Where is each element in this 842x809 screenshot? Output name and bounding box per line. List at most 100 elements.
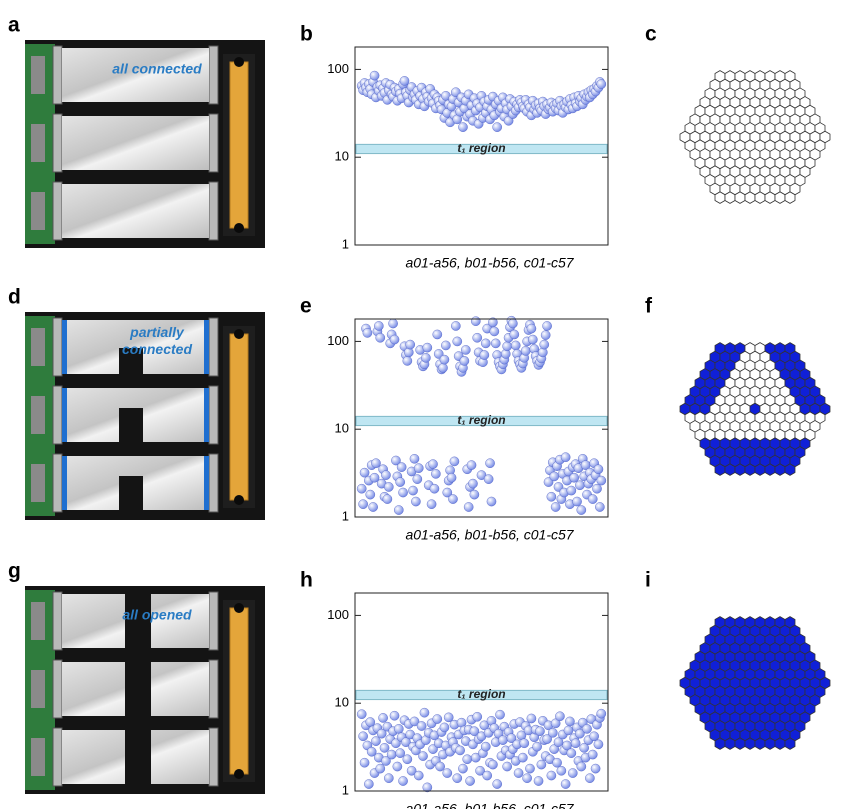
point xyxy=(448,494,457,503)
point xyxy=(473,333,482,342)
pcb-slot xyxy=(31,192,45,230)
point xyxy=(371,737,380,746)
point xyxy=(525,764,534,773)
point xyxy=(394,505,403,514)
point xyxy=(384,482,393,491)
band-label: t₁ region xyxy=(457,141,505,155)
point xyxy=(535,727,544,736)
point xyxy=(383,494,392,503)
point xyxy=(577,505,586,514)
clamp xyxy=(53,592,62,650)
hex-cell xyxy=(755,192,765,204)
point xyxy=(433,330,442,339)
point xyxy=(394,724,403,733)
point xyxy=(398,488,407,497)
screw xyxy=(234,57,244,67)
point xyxy=(480,350,489,359)
clamp xyxy=(209,114,218,172)
point xyxy=(411,497,420,506)
point xyxy=(594,740,603,749)
point xyxy=(555,712,564,721)
hex-cell xyxy=(715,192,725,204)
point xyxy=(510,330,519,339)
point xyxy=(458,764,467,773)
point xyxy=(595,502,604,511)
point xyxy=(567,486,576,495)
point xyxy=(374,321,383,330)
hex-cell xyxy=(745,192,755,204)
point xyxy=(483,771,492,780)
point xyxy=(594,465,603,474)
ribbon-edge xyxy=(62,320,67,374)
point xyxy=(458,123,467,132)
point xyxy=(400,76,409,85)
point xyxy=(357,710,366,719)
point xyxy=(450,457,459,466)
clamp xyxy=(53,728,62,786)
panel-label: h xyxy=(300,569,313,592)
band-label: t₁ region xyxy=(457,413,505,427)
point xyxy=(518,753,527,762)
clamp xyxy=(209,728,218,786)
y-tick-label: 10 xyxy=(335,695,349,710)
point xyxy=(384,774,393,783)
point xyxy=(387,750,396,759)
point xyxy=(582,724,591,733)
point xyxy=(440,355,449,364)
point xyxy=(393,762,402,771)
pcb-slot xyxy=(31,464,45,502)
point xyxy=(447,473,456,482)
hex-cell xyxy=(745,464,755,476)
point xyxy=(528,335,537,344)
point xyxy=(360,758,369,767)
point xyxy=(572,497,581,506)
x-axis-label: a01-a56, b01-b56, c01-c57 xyxy=(405,255,574,271)
point xyxy=(408,486,417,495)
y-tick-label: 10 xyxy=(335,421,349,436)
point xyxy=(451,321,460,330)
point xyxy=(359,732,368,741)
pcb-slot xyxy=(31,328,45,366)
point xyxy=(597,476,606,485)
point xyxy=(433,714,442,723)
ribbon-edge xyxy=(62,456,67,510)
point xyxy=(463,755,472,764)
hex-cell xyxy=(735,738,745,750)
photo-caption: connected xyxy=(122,341,192,357)
figure: aall connecteddpartiallyconnectedgall op… xyxy=(0,0,842,809)
point xyxy=(534,776,543,785)
clamp xyxy=(53,454,62,512)
point xyxy=(493,123,502,132)
panel-label: c xyxy=(645,23,657,46)
point xyxy=(557,766,566,775)
point xyxy=(523,774,532,783)
clamp xyxy=(209,46,218,104)
pcb-slot xyxy=(31,396,45,434)
clamp xyxy=(209,660,218,718)
connector xyxy=(230,334,248,500)
clamp xyxy=(53,660,62,718)
point xyxy=(376,333,385,342)
screw xyxy=(234,769,244,779)
point xyxy=(481,742,490,751)
point xyxy=(561,453,570,462)
cut xyxy=(125,728,151,786)
clamp xyxy=(209,182,218,240)
ribbon-edge xyxy=(204,388,209,442)
point xyxy=(440,723,449,732)
pcb-slot xyxy=(31,56,45,94)
point xyxy=(575,481,584,490)
y-tick-label: 1 xyxy=(342,236,349,251)
point xyxy=(537,760,546,769)
point xyxy=(427,500,436,509)
point xyxy=(366,717,375,726)
screw xyxy=(234,329,244,339)
hex-cell xyxy=(725,464,735,476)
point xyxy=(438,363,447,372)
clamp xyxy=(209,318,218,376)
point xyxy=(597,709,606,718)
hex-cell xyxy=(785,738,795,750)
point xyxy=(503,342,512,351)
hex-cell xyxy=(785,192,795,204)
clamp xyxy=(53,318,62,376)
